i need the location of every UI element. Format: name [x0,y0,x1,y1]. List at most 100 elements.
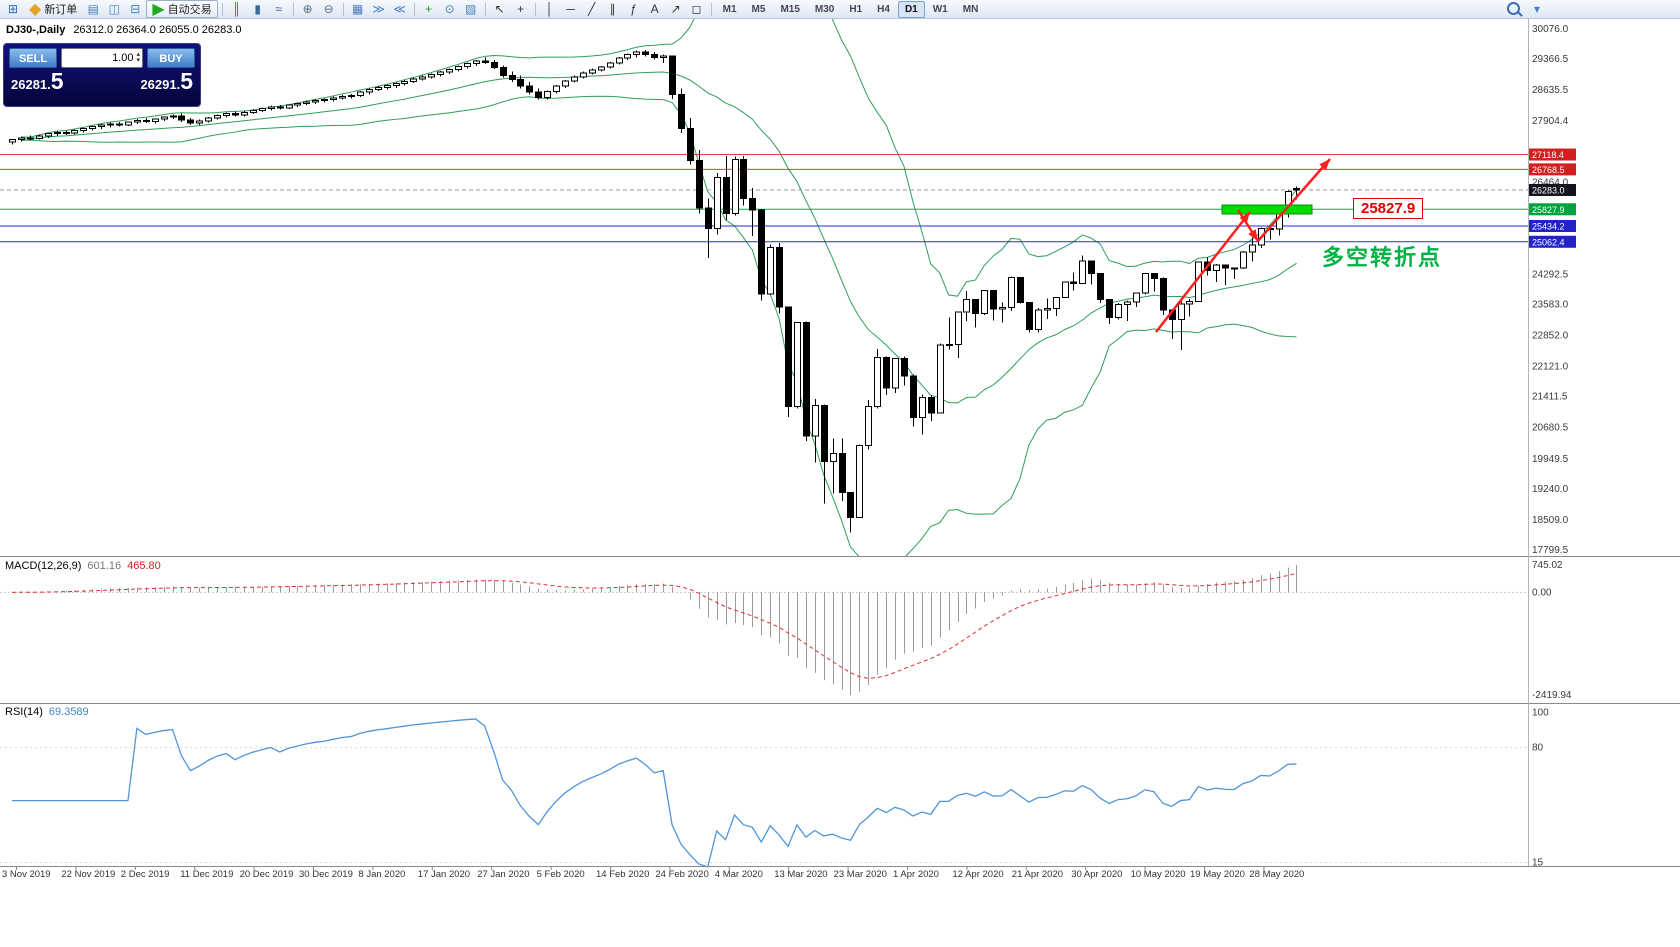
svg-text:20680.5: 20680.5 [1532,423,1569,434]
bar-chart-icon[interactable]: ║ [232,2,241,16]
buy-button[interactable]: BUY [147,48,195,68]
auto-scroll-icon[interactable]: ≫ [372,2,385,16]
volume-spinner[interactable]: ▴ ▾ [136,51,140,64]
sell-button[interactable]: SELL [9,48,57,68]
spinner-up-icon[interactable]: ▴ [136,51,140,58]
toolbar-left-group: ⊞ ◆ 新订单 ▤ ◫ ⊟ ▶ 自动交易 ║ ▮ ≈ ⊕ ⊖ ▦ ≫ ≪ + ⊙ ▧ ↖ + │ ─ ╱ ∥ ƒ A ↗ ◻ [3,0,715,18]
timeframe-m15[interactable]: M15 [780,3,800,15]
timeframe-w1[interactable]: W1 [932,3,948,15]
price-callout[interactable]: 25827.9 [1353,198,1424,219]
new-chart-icon[interactable]: ⊞ [7,2,19,16]
svg-text:19949.5: 19949.5 [1532,454,1569,465]
svg-text:27904.4: 27904.4 [1532,116,1569,127]
svg-text:4 Mar 2020: 4 Mar 2020 [715,869,763,880]
bollinger-bands [20,19,1297,556]
timeframe-m30[interactable]: M30 [814,3,835,15]
timeframe-m5[interactable]: M5 [751,3,766,15]
fibonacci-icon[interactable]: ƒ [630,2,637,16]
svg-text:30 Dec 2019: 30 Dec 2019 [299,869,353,880]
periods-icon[interactable]: ⊙ [444,2,455,16]
market-watch-icon[interactable]: ▤ [87,2,99,16]
tile-windows-icon[interactable]: ▦ [351,2,364,16]
candlestick-chart-icon[interactable]: ▮ [254,2,261,16]
data-window-icon[interactable]: ◫ [108,2,120,16]
price-axis[interactable]: 30076.0 29366.5 28635.5 27904.4 26464.0 24292… [1529,24,1576,556]
svg-text:18509.0: 18509.0 [1532,515,1569,526]
svg-text:26283.0: 26283.0 [1532,185,1565,195]
cursor-icon[interactable]: ↖ [494,2,505,16]
svg-text:24 Feb 2020: 24 Feb 2020 [655,869,708,880]
svg-text:27118.4: 27118.4 [1532,150,1564,160]
svg-text:23583.0: 23583.0 [1532,300,1569,311]
turning-point-note[interactable]: 多空转折点 [1322,245,1443,270]
toolbar-separator [484,2,486,16]
zoom-out-icon[interactable]: ⊖ [323,2,334,16]
svg-text:28635.5: 28635.5 [1532,85,1569,96]
svg-text:22121.0: 22121.0 [1532,362,1569,373]
svg-text:100: 100 [1532,707,1549,718]
svg-text:0.00: 0.00 [1532,587,1552,598]
ohlc-values: 26312.0 26364.0 26055.0 26283.0 [73,24,242,36]
trendline-icon[interactable]: ╱ [588,2,596,16]
text-icon[interactable]: A [650,2,659,16]
svg-text:10 May 2020: 10 May 2020 [1131,869,1186,880]
channel-icon[interactable]: ∥ [609,2,616,16]
one-click-trading-panel: SELL 1.00 ▴ ▾ BUY 26281.5 26291.5 [3,43,201,107]
templates-icon[interactable]: ▧ [464,2,477,16]
sell-price: 26281.5 [11,68,64,94]
shapes-icon[interactable]: ◻ [691,2,702,16]
crosshair-icon[interactable]: + [517,2,525,16]
macd-label: MACD(12,26,9) 601.16 465.80 [5,560,161,572]
svg-text:80: 80 [1532,743,1544,754]
svg-text:25062.4: 25062.4 [1532,237,1565,247]
volume-input[interactable]: 1.00 ▴ ▾ [61,48,143,68]
svg-text:-2419.94: -2419.94 [1532,690,1572,701]
toolbar-separator [342,2,344,16]
svg-text:745.02: 745.02 [1532,560,1563,571]
autotrading-button[interactable]: ▶ 自动交易 [146,0,218,18]
svg-text:24292.5: 24292.5 [1532,269,1569,280]
svg-text:25434.2: 25434.2 [1532,222,1565,232]
chart-profile-icon[interactable]: ▾ [1533,2,1541,16]
line-chart-icon[interactable]: ≈ [275,2,282,16]
horizontal-line-icon[interactable]: ─ [566,2,575,16]
chart-window[interactable]: 30076.0 29366.5 28635.5 27904.4 26464.0 24292… [0,19,1680,947]
macd-name: MACD(12,26,9) [5,560,82,572]
svg-text:21411.5: 21411.5 [1532,392,1568,403]
spinner-down-icon[interactable]: ▾ [136,57,140,64]
vertical-line-icon[interactable]: │ [545,2,554,16]
price-chart-canvas[interactable]: 30076.0 29366.5 28635.5 27904.4 26464.0 24292… [0,19,1680,947]
toolbar-separator [534,2,536,16]
macd-value: 601.16 [87,560,122,572]
trend-arrows[interactable] [1155,158,1331,333]
buy-price: 26291.5 [140,68,193,94]
svg-text:19240.0: 19240.0 [1532,484,1569,495]
date-axis[interactable]: 3 Nov 2019 22 Nov 2019 2 Dec 2019 11 Dec 20… [2,866,1304,880]
rsi-label: RSI(14) 69.3589 [5,706,89,718]
timeframe-d1[interactable]: D1 [897,0,925,18]
indicators-icon[interactable]: + [425,2,433,16]
zoom-in-icon[interactable]: ⊕ [302,2,313,16]
timeframe-h1[interactable]: H1 [849,3,863,15]
svg-text:22852.0: 22852.0 [1532,331,1569,342]
volume-value: 1.00 [112,52,134,64]
timeframe-group: M1 M5 M15 M30 H1 H4 D1 W1 MN [716,0,986,18]
svg-text:23 Mar 2020: 23 Mar 2020 [834,869,887,880]
timeframe-mn[interactable]: MN [962,3,979,15]
arrows-icon[interactable]: ↗ [670,2,681,16]
new-order-button[interactable]: ◆ 新订单 [24,1,82,18]
timeframe-h4[interactable]: H4 [877,3,890,15]
svg-text:3 Nov 2019: 3 Nov 2019 [2,869,51,880]
svg-text:26768.5: 26768.5 [1532,165,1565,175]
timeframe-m1[interactable]: M1 [722,3,737,15]
rsi-indicator: 100 80 15 [0,707,1549,868]
chart-shift-icon[interactable]: ≪ [393,2,406,16]
search-icon[interactable] [1507,1,1520,15]
highlight-box[interactable] [1221,204,1313,215]
terminal-icon[interactable]: ⊟ [130,2,141,16]
svg-text:22 Nov 2019: 22 Nov 2019 [61,869,115,880]
main-toolbar: ⊞ ◆ 新订单 ▤ ◫ ⊟ ▶ 自动交易 ║ ▮ ≈ ⊕ ⊖ ▦ ≫ ≪ + ⊙ ▧ ↖ + │ ─ ╱ ∥ ƒ A ↗ ◻ M1 M5 M… [0,0,1680,19]
svg-text:13 Mar 2020: 13 Mar 2020 [774,869,827,880]
svg-text:17799.5: 17799.5 [1532,545,1569,556]
